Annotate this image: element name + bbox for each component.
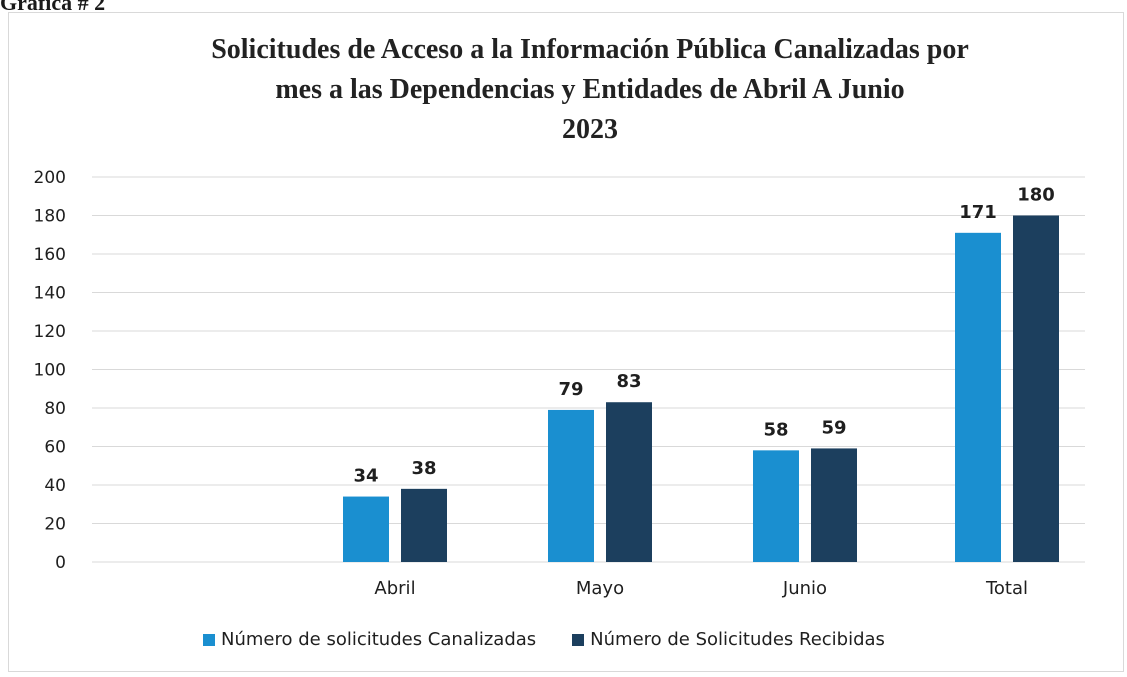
y-tick-label: 180 [34,207,66,227]
legend-swatch-canalizadas [203,633,215,646]
chart-title-line-3: 2023 [562,114,618,145]
bar [753,450,799,562]
y-tick-label: 20 [44,515,66,535]
legend-label-canalizadas: Número de solicitudes Canalizadas [221,629,537,650]
bar [401,488,447,562]
y-tick-label: 120 [34,322,66,342]
bar [955,232,1001,562]
data-label: 58 [763,419,788,440]
chart-title: Solicitudes de Acceso a la Información P… [130,30,1050,150]
y-tick-label: 0 [55,553,66,573]
legend-swatch-recibidas [572,633,585,646]
data-label: 83 [616,371,641,392]
x-tick-label: Abril [374,578,415,599]
data-label: 59 [821,417,846,438]
y-tick-label: 40 [44,476,66,496]
chart-title-line-2: mes a las Dependencias y Entidades de Ab… [275,74,905,105]
data-label: 79 [558,379,583,400]
bar [548,409,594,562]
x-tick-label: Junio [782,578,827,599]
data-label: 34 [353,466,378,487]
figure-label: Gráfica # 2 [0,0,106,15]
y-tick-label: 80 [44,399,66,419]
y-tick-label: 160 [34,245,66,265]
x-tick-label: Total [985,578,1028,599]
y-tick-label: 100 [34,361,66,381]
chart-title-line-1: Solicitudes de Acceso a la Información P… [211,34,969,65]
legend-item-recibidas: Número de Solicitudes Recibidas [572,629,885,650]
y-tick-label: 200 [34,168,66,188]
bar [606,402,652,562]
chart-frame [8,12,1124,672]
bar [343,496,389,562]
data-label: 180 [1017,185,1055,206]
legend: Número de solicitudes Canalizadas Número… [203,629,921,650]
legend-label-recibidas: Número de Solicitudes Recibidas [590,629,885,650]
data-label: 38 [411,458,436,479]
legend-item-canalizadas: Número de solicitudes Canalizadas [203,629,536,650]
x-tick-label: Mayo [576,578,624,599]
data-label: 171 [959,202,997,223]
y-tick-label: 140 [34,284,66,304]
y-tick-label: 60 [44,438,66,458]
bar [811,448,857,562]
bar [1013,215,1059,562]
